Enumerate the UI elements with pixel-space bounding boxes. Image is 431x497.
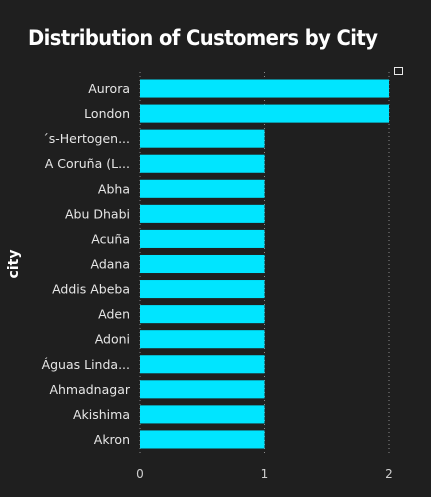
y-tick-label: Ahmadnagar [49,382,130,397]
x-tick-label: 1 [261,467,269,481]
bar[interactable] [140,79,389,98]
bar[interactable] [140,129,265,148]
y-tick-label: Acuña [91,231,130,246]
bar[interactable] [140,229,265,248]
bar[interactable] [140,405,265,424]
bar[interactable] [140,280,265,299]
x-tick-label: 2 [385,467,393,481]
y-tick-label: Abu Dhabi [65,206,130,221]
bar[interactable] [140,254,265,274]
chart-title: Distribution of Customers by City [28,26,378,50]
y-tick-label: A Coruña (L... [45,156,130,171]
y-tick-label: Águas Linda... [42,357,130,372]
focus-mode-icon[interactable] [394,67,403,75]
bar[interactable] [140,305,265,324]
bar[interactable] [140,380,265,399]
bar[interactable] [140,204,265,223]
bar[interactable] [140,430,265,449]
bar[interactable] [140,355,265,374]
y-tick-label: Adoni [95,332,130,347]
y-axis-title: city [6,250,22,279]
x-tick-label: 0 [136,467,144,481]
y-tick-label: Aden [98,307,130,322]
bar[interactable] [140,330,265,349]
y-tick-label: Akishima [73,407,130,422]
y-tick-label: Addis Abeba [52,282,130,297]
y-tick-label: Abha [98,181,130,196]
y-tick-label: Adana [90,257,130,272]
bar[interactable] [140,154,265,173]
bar[interactable] [140,104,389,123]
y-tick-label: Akron [94,432,130,447]
bar[interactable] [140,179,265,198]
y-tick-label: Aurora [88,81,130,96]
y-tick-label: ´s-Hertogen... [42,131,130,146]
y-tick-label: London [84,106,130,121]
